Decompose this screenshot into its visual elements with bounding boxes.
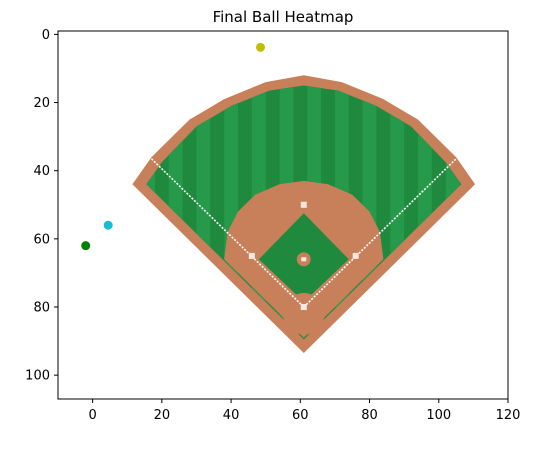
- grass-stripe: [445, 85, 460, 340]
- base: [300, 201, 307, 208]
- base: [300, 304, 307, 310]
- data-point: [103, 220, 113, 230]
- data-point: [81, 241, 91, 251]
- data-points: [81, 42, 265, 251]
- y-tick-label: 100: [25, 369, 50, 384]
- grass-stripe: [224, 85, 238, 340]
- x-tick-label: 80: [361, 408, 378, 423]
- plot-frame: [57, 30, 509, 400]
- grass-stripe: [146, 85, 155, 340]
- x-tick-label: 20: [154, 408, 171, 423]
- x-axis: 0 20 40 60 80 100 120: [88, 399, 520, 423]
- chart-title: Final Ball Heatmap: [213, 8, 354, 26]
- base: [352, 252, 359, 259]
- x-tick-label: 120: [496, 408, 521, 423]
- grass-stripe: [418, 85, 432, 340]
- foul-line-left: [150, 158, 305, 308]
- y-tick-label: 40: [33, 164, 50, 179]
- x-tick-label: 60: [292, 408, 309, 423]
- y-tick-label: 60: [33, 232, 50, 247]
- y-axis: 0 20 40 60 80 100: [25, 28, 58, 384]
- y-tick-label: 20: [33, 96, 50, 111]
- pitching-rubber: [301, 257, 307, 262]
- base: [248, 252, 255, 259]
- y-tick-label: 80: [33, 301, 50, 316]
- y-tick-label: 0: [42, 28, 50, 43]
- baseball-field-image: [132, 75, 476, 354]
- x-tick-label: 100: [426, 408, 451, 423]
- x-tick-label: 0: [88, 408, 96, 423]
- x-tick-label: 40: [223, 408, 240, 423]
- foul-line-right: [303, 158, 457, 308]
- home-plate-circle: [283, 293, 325, 335]
- data-point: [256, 42, 265, 52]
